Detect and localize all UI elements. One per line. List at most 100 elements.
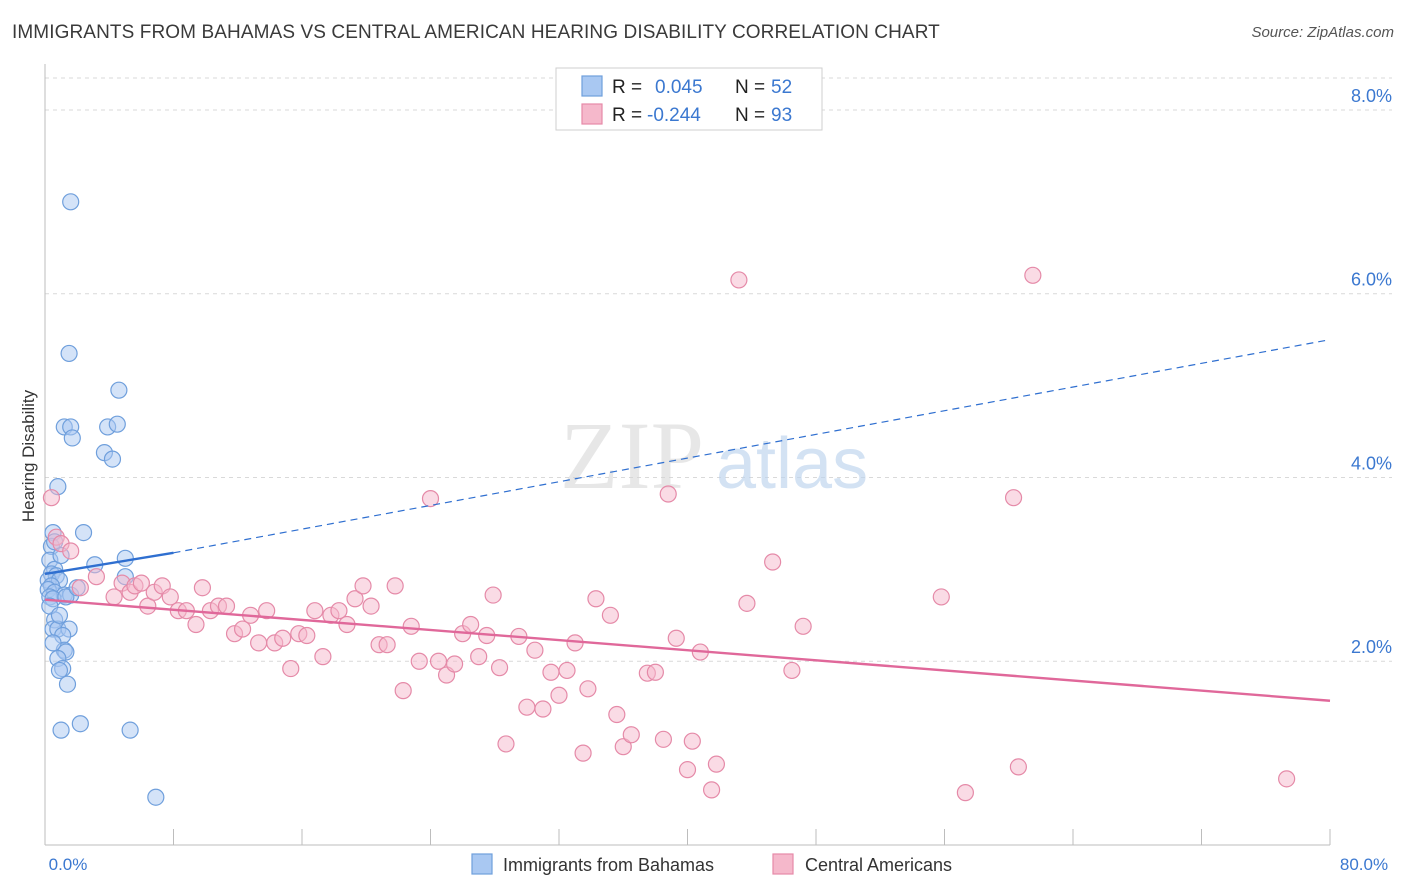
chart-title: IMMIGRANTS FROM BAHAMAS VS CENTRAL AMERI… [12,22,940,43]
blue-data-point [62,193,80,211]
pink-trend-line [44,598,1331,702]
series-legend-label-pink: Central Americans [805,855,952,875]
blue-data-point [50,606,69,624]
pink-data-point [526,641,544,659]
legend-r-label: R = [612,77,647,98]
pink-data-point [659,485,677,503]
pink-data-point [330,602,348,620]
blue-data-point [44,634,62,652]
y-axis-label: Hearing Disability [19,389,38,522]
legend-n-value: 52 [771,77,792,98]
pink-data-point [42,489,61,507]
pink-data-point [783,661,801,680]
grid-lines [45,77,1392,662]
pink-data-point [574,744,592,762]
pink-data-point [956,784,974,802]
y-tick-label: 2.0% [1351,637,1392,657]
pink-data-point [402,617,420,635]
pink-data-point [217,597,236,615]
blue-trend-line-extension [173,339,1331,554]
blue-data-point [58,675,77,693]
watermark-atlas: atlas [716,424,868,504]
blue-data-point [121,721,139,739]
watermark: ZIP atlas [560,402,868,509]
pink-data-point [534,700,552,718]
pink-data-point [646,663,664,681]
blue-data-point [147,788,165,806]
pink-data-point [518,698,536,716]
pink-data-point [1024,266,1042,284]
trend-lines [44,339,1331,702]
pink-data-point [579,680,597,698]
pink-data-point [608,705,626,724]
pink-data-point [378,636,396,654]
blue-data-point [60,344,78,363]
legend-swatch-pink [581,103,603,125]
pink-data-point [622,726,640,744]
correlation-legend: R = 0.045 N = 52 R = -0.244 N = 93 [555,67,823,131]
pink-data-point [187,615,205,634]
pink-data-point [738,594,756,612]
pink-data-point [932,588,950,606]
blue-data-point [50,661,69,680]
pink-data-point [1004,489,1023,507]
blue-data-point [103,450,122,468]
blue-data-point [71,715,89,733]
pink-data-point [346,590,364,608]
pink-data-point [386,577,404,595]
pink-data-point [667,629,685,647]
series-legend-label-blue: Immigrants from Bahamas [503,855,714,875]
pink-data-point [306,602,324,620]
pink-data-point [794,617,812,635]
pink-data-point [1278,770,1296,788]
pink-data-point [394,682,412,700]
pink-data-point [587,590,605,608]
legend-n-label: N = [735,77,770,98]
pink-data-point [614,738,632,756]
pink-data-point [161,588,179,606]
pink-data-point [250,634,268,652]
pink-data-point [314,648,332,666]
blue-data-point [108,415,126,433]
pink-data-point [764,553,782,571]
legend-r-value: 0.045 [655,77,703,98]
pink-data-point [678,761,697,779]
x-tick-label-min: 0.0% [49,855,88,874]
blue-trend-line [44,551,174,576]
pink-data-point [193,579,212,597]
pink-data-point [71,579,89,597]
pink-data-point [258,602,276,620]
chart-source: Source: ZipAtlas.com [1251,24,1394,41]
pink-data-point [484,586,502,604]
pink-data-point [462,615,480,634]
pink-data-point [233,620,252,638]
pink-data-point [445,655,464,673]
pink-data-point [730,271,748,289]
pink-data-point [497,735,515,753]
pink-data-point [362,597,380,615]
pink-data-point [62,542,80,560]
pink-data-point [132,574,150,592]
pink-data-point [654,730,673,748]
pink-data-point [683,732,701,750]
pink-data-point [702,781,721,799]
blue-data-point [116,549,134,567]
pink-data-point [490,659,509,677]
series-legend-swatch-blue [471,853,493,875]
blue-data-point [63,429,81,447]
pink-data-point [87,568,106,586]
legend-n-label: N = [735,105,770,126]
pink-data-point [550,686,568,704]
axes: 2.0% 4.0% 6.0% 8.0% [44,64,1392,846]
pink-data-point [274,629,292,647]
blue-data-point [110,381,128,399]
y-tick-label: 6.0% [1351,270,1392,290]
pink-data-point [410,652,428,670]
legend-r-value: -0.244 [647,105,701,126]
watermark-zip: ZIP [560,402,704,509]
series-legend: Immigrants from Bahamas Central American… [471,853,952,875]
pink-data-point [558,661,576,680]
pink-data-point [470,648,488,666]
pink-data-point [298,626,316,645]
